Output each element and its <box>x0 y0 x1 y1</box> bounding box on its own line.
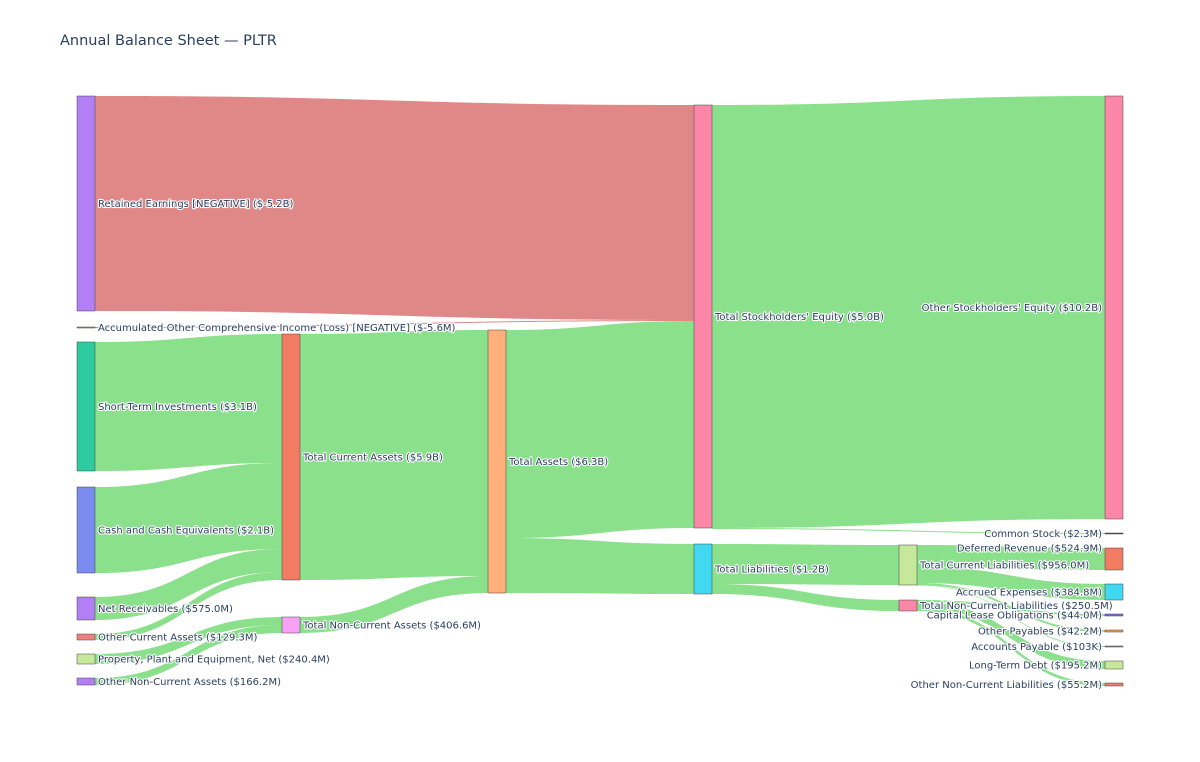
node-label-clo: Capital Lease Obligations ($44.0M) <box>927 611 1102 622</box>
node-cash[interactable] <box>76 486 96 574</box>
node-onca[interactable] <box>76 677 96 686</box>
link-ta-to-tl[interactable] <box>506 538 694 594</box>
node-label-tca: Total Current Assets ($5.9B) <box>302 453 443 464</box>
node-label-onca: Other Non-Current Assets ($166.2M) <box>98 677 281 688</box>
nodes-layer: Retained Earnings [NEGATIVE] ($-5.2B) Acc… <box>76 95 1124 692</box>
node-ae[interactable] <box>1104 583 1124 601</box>
node-tncl[interactable] <box>898 599 918 612</box>
node-clo[interactable] <box>1104 613 1124 617</box>
node-ap[interactable] <box>1104 645 1124 648</box>
node-label-ae: Accrued Expenses ($384.8M) <box>956 588 1102 599</box>
link-ta-to-tse[interactable] <box>506 321 694 538</box>
node-ta[interactable] <box>487 329 507 594</box>
node-label-dr: Deferred Revenue ($524.9M) <box>957 544 1102 555</box>
node-label-cs: Common Stock ($2.3M) <box>984 529 1102 540</box>
link-tse-to-ose[interactable] <box>712 96 1105 528</box>
node-label-cash: Cash and Cash Equivalents ($2.1B) <box>98 526 274 537</box>
node-ltd[interactable] <box>1104 660 1124 670</box>
node-label-aoci: Accumulated Other Comprehensive Income (… <box>98 323 456 334</box>
node-label-ta: Total Assets ($6.3B) <box>508 457 608 468</box>
link-tncl-to-ltd[interactable] <box>917 602 1105 669</box>
node-label-tncl: Total Non-Current Liabilities ($250.5M) <box>919 601 1113 612</box>
link-onca-to-tnca[interactable] <box>95 625 282 685</box>
node-label-sti: Short-Term Investments ($3.1B) <box>98 402 257 413</box>
node-label-tse: Total Stockholders' Equity ($5.0B) <box>714 312 884 323</box>
node-label-op: Other Payables ($42.2M) <box>978 627 1102 638</box>
node-ose[interactable] <box>1104 95 1124 520</box>
link-ppe-to-tnca[interactable] <box>95 617 282 664</box>
link-re-to-tse[interactable] <box>95 96 694 320</box>
links-layer <box>95 96 1105 686</box>
link-tcl-to-ap[interactable] <box>917 585 1105 647</box>
node-label-tl: Total Liabilities ($1.2B) <box>714 565 829 576</box>
link-tl-to-tncl[interactable] <box>712 584 899 611</box>
node-aoci[interactable] <box>76 326 96 329</box>
link-tl-to-tcl[interactable] <box>712 544 899 585</box>
link-aoci-to-tse[interactable] <box>95 320 694 328</box>
link-tca-to-ta[interactable] <box>300 330 488 580</box>
link-cash-to-tca[interactable] <box>95 463 282 573</box>
node-label-nr: Net Receivables ($575.0M) <box>98 604 233 615</box>
node-ppe[interactable] <box>76 653 96 665</box>
chart-title: Annual Balance Sheet — PLTR <box>60 33 277 49</box>
node-label-oca: Other Current Assets ($129.3M) <box>98 633 258 644</box>
node-re[interactable] <box>76 95 96 312</box>
node-op[interactable] <box>1104 629 1124 633</box>
node-label-ose: Other Stockholders' Equity ($10.2B) <box>922 303 1102 314</box>
link-oca-to-tca[interactable] <box>95 572 282 640</box>
node-tcl[interactable] <box>898 544 918 586</box>
node-label-tcl: Total Current Liabilities ($956.0M) <box>919 561 1089 572</box>
node-label-oncl: Other Non-Current Liabilities ($55.2M) <box>911 680 1102 691</box>
link-tncl-to-clo[interactable] <box>917 600 1105 616</box>
link-nr-to-tca[interactable] <box>95 549 282 620</box>
node-sti[interactable] <box>76 341 96 472</box>
link-sti-to-tca[interactable] <box>95 334 282 471</box>
node-tca[interactable] <box>281 333 301 581</box>
node-cs[interactable] <box>1104 532 1124 535</box>
node-dr[interactable] <box>1104 547 1124 571</box>
node-label-ppe: Property, Plant and Equipment, Net ($240… <box>98 655 330 666</box>
link-tcl-to-ae[interactable] <box>917 567 1105 600</box>
node-label-re: Retained Earnings [NEGATIVE] ($-5.2B) <box>98 199 294 210</box>
link-tncl-to-oncl[interactable] <box>917 608 1105 686</box>
node-oncl[interactable] <box>1104 682 1124 687</box>
node-label-ap: Accounts Payable ($103K) <box>971 642 1102 653</box>
link-tcl-to-dr[interactable] <box>917 545 1105 570</box>
node-label-ltd: Long-Term Debt ($195.2M) <box>969 661 1102 672</box>
link-tnca-to-ta[interactable] <box>300 576 488 633</box>
link-tse-to-cs[interactable] <box>712 528 1105 534</box>
node-nr[interactable] <box>76 596 96 621</box>
node-tse[interactable] <box>693 104 713 529</box>
node-oca[interactable] <box>76 633 96 641</box>
node-label-tnca: Total Non-Current Assets ($406.6M) <box>302 621 481 632</box>
node-tnca[interactable] <box>281 616 301 634</box>
node-tl[interactable] <box>693 543 713 595</box>
